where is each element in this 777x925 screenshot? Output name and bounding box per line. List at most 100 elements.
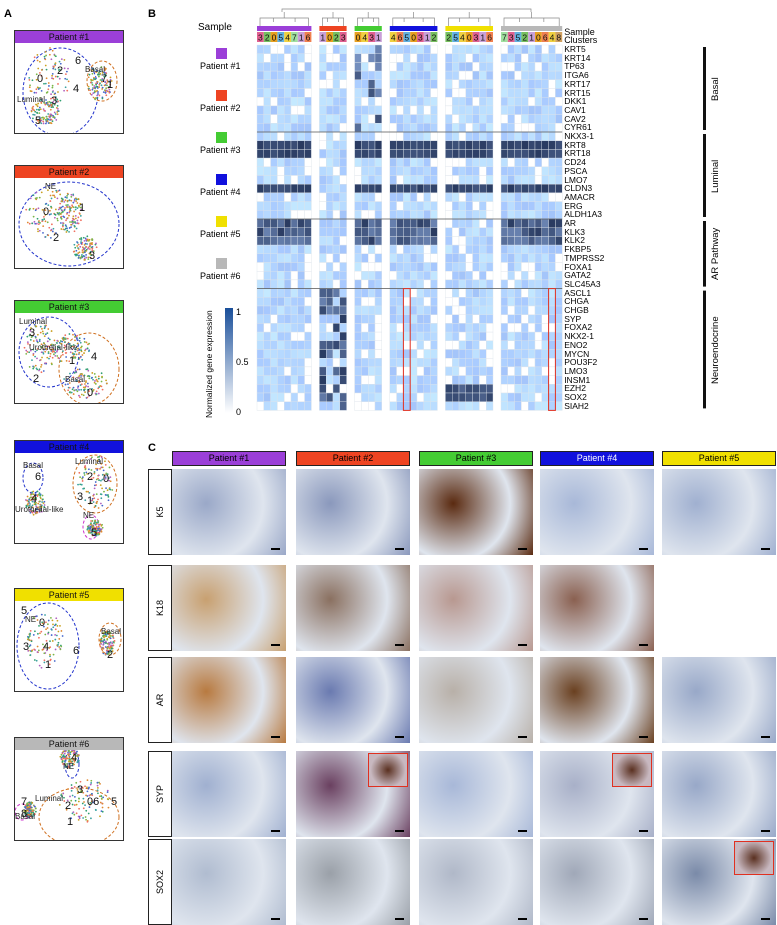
- heatmap-cell: [326, 167, 333, 176]
- heatmap-cell: [403, 106, 410, 115]
- cell-dot: [76, 228, 78, 230]
- heatmap-cell: [417, 358, 424, 367]
- heatmap-cell: [542, 254, 549, 263]
- umap-cell-type-label: Basal: [101, 627, 121, 636]
- cell-dot: [45, 83, 47, 85]
- heatmap-cell: [375, 149, 382, 158]
- heatmap-cell: [271, 176, 278, 185]
- heatmap-cell: [326, 210, 333, 219]
- heatmap-cell: [361, 193, 368, 202]
- heatmap-cell: [452, 236, 459, 245]
- ihc-tissue-image: [419, 657, 533, 743]
- heatmap-cell: [257, 202, 264, 211]
- umap-title: Patient #5: [15, 589, 123, 601]
- umap-cell-type-label: Urothelial-like: [15, 505, 63, 514]
- cell-dot: [73, 244, 75, 246]
- heatmap-cell: [257, 71, 264, 80]
- heatmap-cell: [431, 315, 438, 324]
- heatmap-cell: [431, 332, 438, 341]
- heatmap-cell: [361, 271, 368, 280]
- dendrogram: [448, 12, 490, 26]
- cell-dot: [43, 117, 45, 119]
- cell-dot: [103, 91, 105, 93]
- heatmap-cell: [368, 289, 375, 298]
- heatmap-cell: [473, 393, 480, 402]
- cluster-id-label: 5: [278, 33, 283, 43]
- cell-dot: [62, 354, 64, 356]
- heatmap-cell: [340, 54, 347, 63]
- heatmap-cell: [424, 402, 431, 411]
- heatmap-cell: [340, 158, 347, 167]
- heatmap-cell: [368, 254, 375, 263]
- cell-dot: [102, 803, 104, 805]
- heatmap-cell: [375, 62, 382, 71]
- heatmap-cell: [355, 236, 362, 245]
- cell-dot: [45, 236, 47, 238]
- heatmap-cell: [361, 315, 368, 324]
- heatmap-cell: [515, 236, 522, 245]
- heatmap-cell: [264, 245, 271, 254]
- cell-dot: [36, 112, 38, 114]
- heatmap-cell: [508, 254, 515, 263]
- heatmap-cell: [390, 315, 397, 324]
- heatmap-cell: [403, 271, 410, 280]
- cell-dot: [47, 120, 49, 122]
- heatmap-cell: [542, 80, 549, 89]
- heatmap-cell: [326, 236, 333, 245]
- heatmap-cell: [459, 184, 466, 193]
- heatmap-cell: [445, 132, 452, 141]
- heatmap-cell: [403, 89, 410, 98]
- heatmap-cell: [326, 271, 333, 280]
- heatmap-cell: [333, 263, 340, 272]
- heatmap-cell: [542, 402, 549, 411]
- cell-dot: [66, 227, 68, 229]
- dendrogram: [393, 12, 435, 26]
- cell-dot: [76, 241, 78, 243]
- cell-dot: [77, 217, 79, 219]
- cell-dot: [80, 215, 82, 217]
- cell-dot: [29, 635, 31, 637]
- cell-dot: [88, 377, 90, 379]
- heatmap-cell: [340, 80, 347, 89]
- heatmap-cell: [361, 106, 368, 115]
- heatmap-cell: [291, 219, 298, 228]
- heatmap-cell: [486, 280, 493, 289]
- cell-dot: [33, 648, 35, 650]
- heatmap-cell: [355, 71, 362, 80]
- cell-dot: [73, 251, 75, 253]
- heatmap-cell: [417, 202, 424, 211]
- heatmap-cell: [397, 254, 404, 263]
- heatmap-cell: [264, 97, 271, 106]
- heatmap-cell: [424, 289, 431, 298]
- heatmap-cell: [375, 367, 382, 376]
- cell-dot: [83, 352, 85, 354]
- heatmap-cell: [319, 210, 326, 219]
- heatmap-cell: [319, 323, 326, 332]
- heatmap-cell: [445, 228, 452, 237]
- heatmap-cell: [501, 97, 508, 106]
- heatmap-cell: [466, 80, 473, 89]
- heatmap-cell: [410, 393, 417, 402]
- cell-dot: [86, 243, 88, 245]
- heatmap-cell: [264, 202, 271, 211]
- heatmap-cell: [486, 393, 493, 402]
- scale-bar: [518, 548, 527, 550]
- cluster-id-label: 1: [376, 33, 381, 43]
- heatmap-cell: [555, 80, 562, 89]
- cell-dot: [78, 819, 80, 821]
- category-label: Neuroendocrine: [710, 310, 721, 390]
- heatmap-cell: [528, 358, 535, 367]
- heatmap-cell: [333, 141, 340, 150]
- cell-dot: [60, 216, 62, 218]
- heatmap-cell: [361, 45, 368, 54]
- cluster-id-label: 2: [432, 33, 437, 43]
- heatmap-cell: [473, 62, 480, 71]
- heatmap-cell: [452, 306, 459, 315]
- cell-dot: [90, 784, 92, 786]
- heatmap-cell: [368, 323, 375, 332]
- heatmap-cell: [535, 132, 542, 141]
- heatmap-cell: [277, 123, 284, 132]
- cell-dot: [47, 88, 49, 90]
- heatmap-cell: [424, 210, 431, 219]
